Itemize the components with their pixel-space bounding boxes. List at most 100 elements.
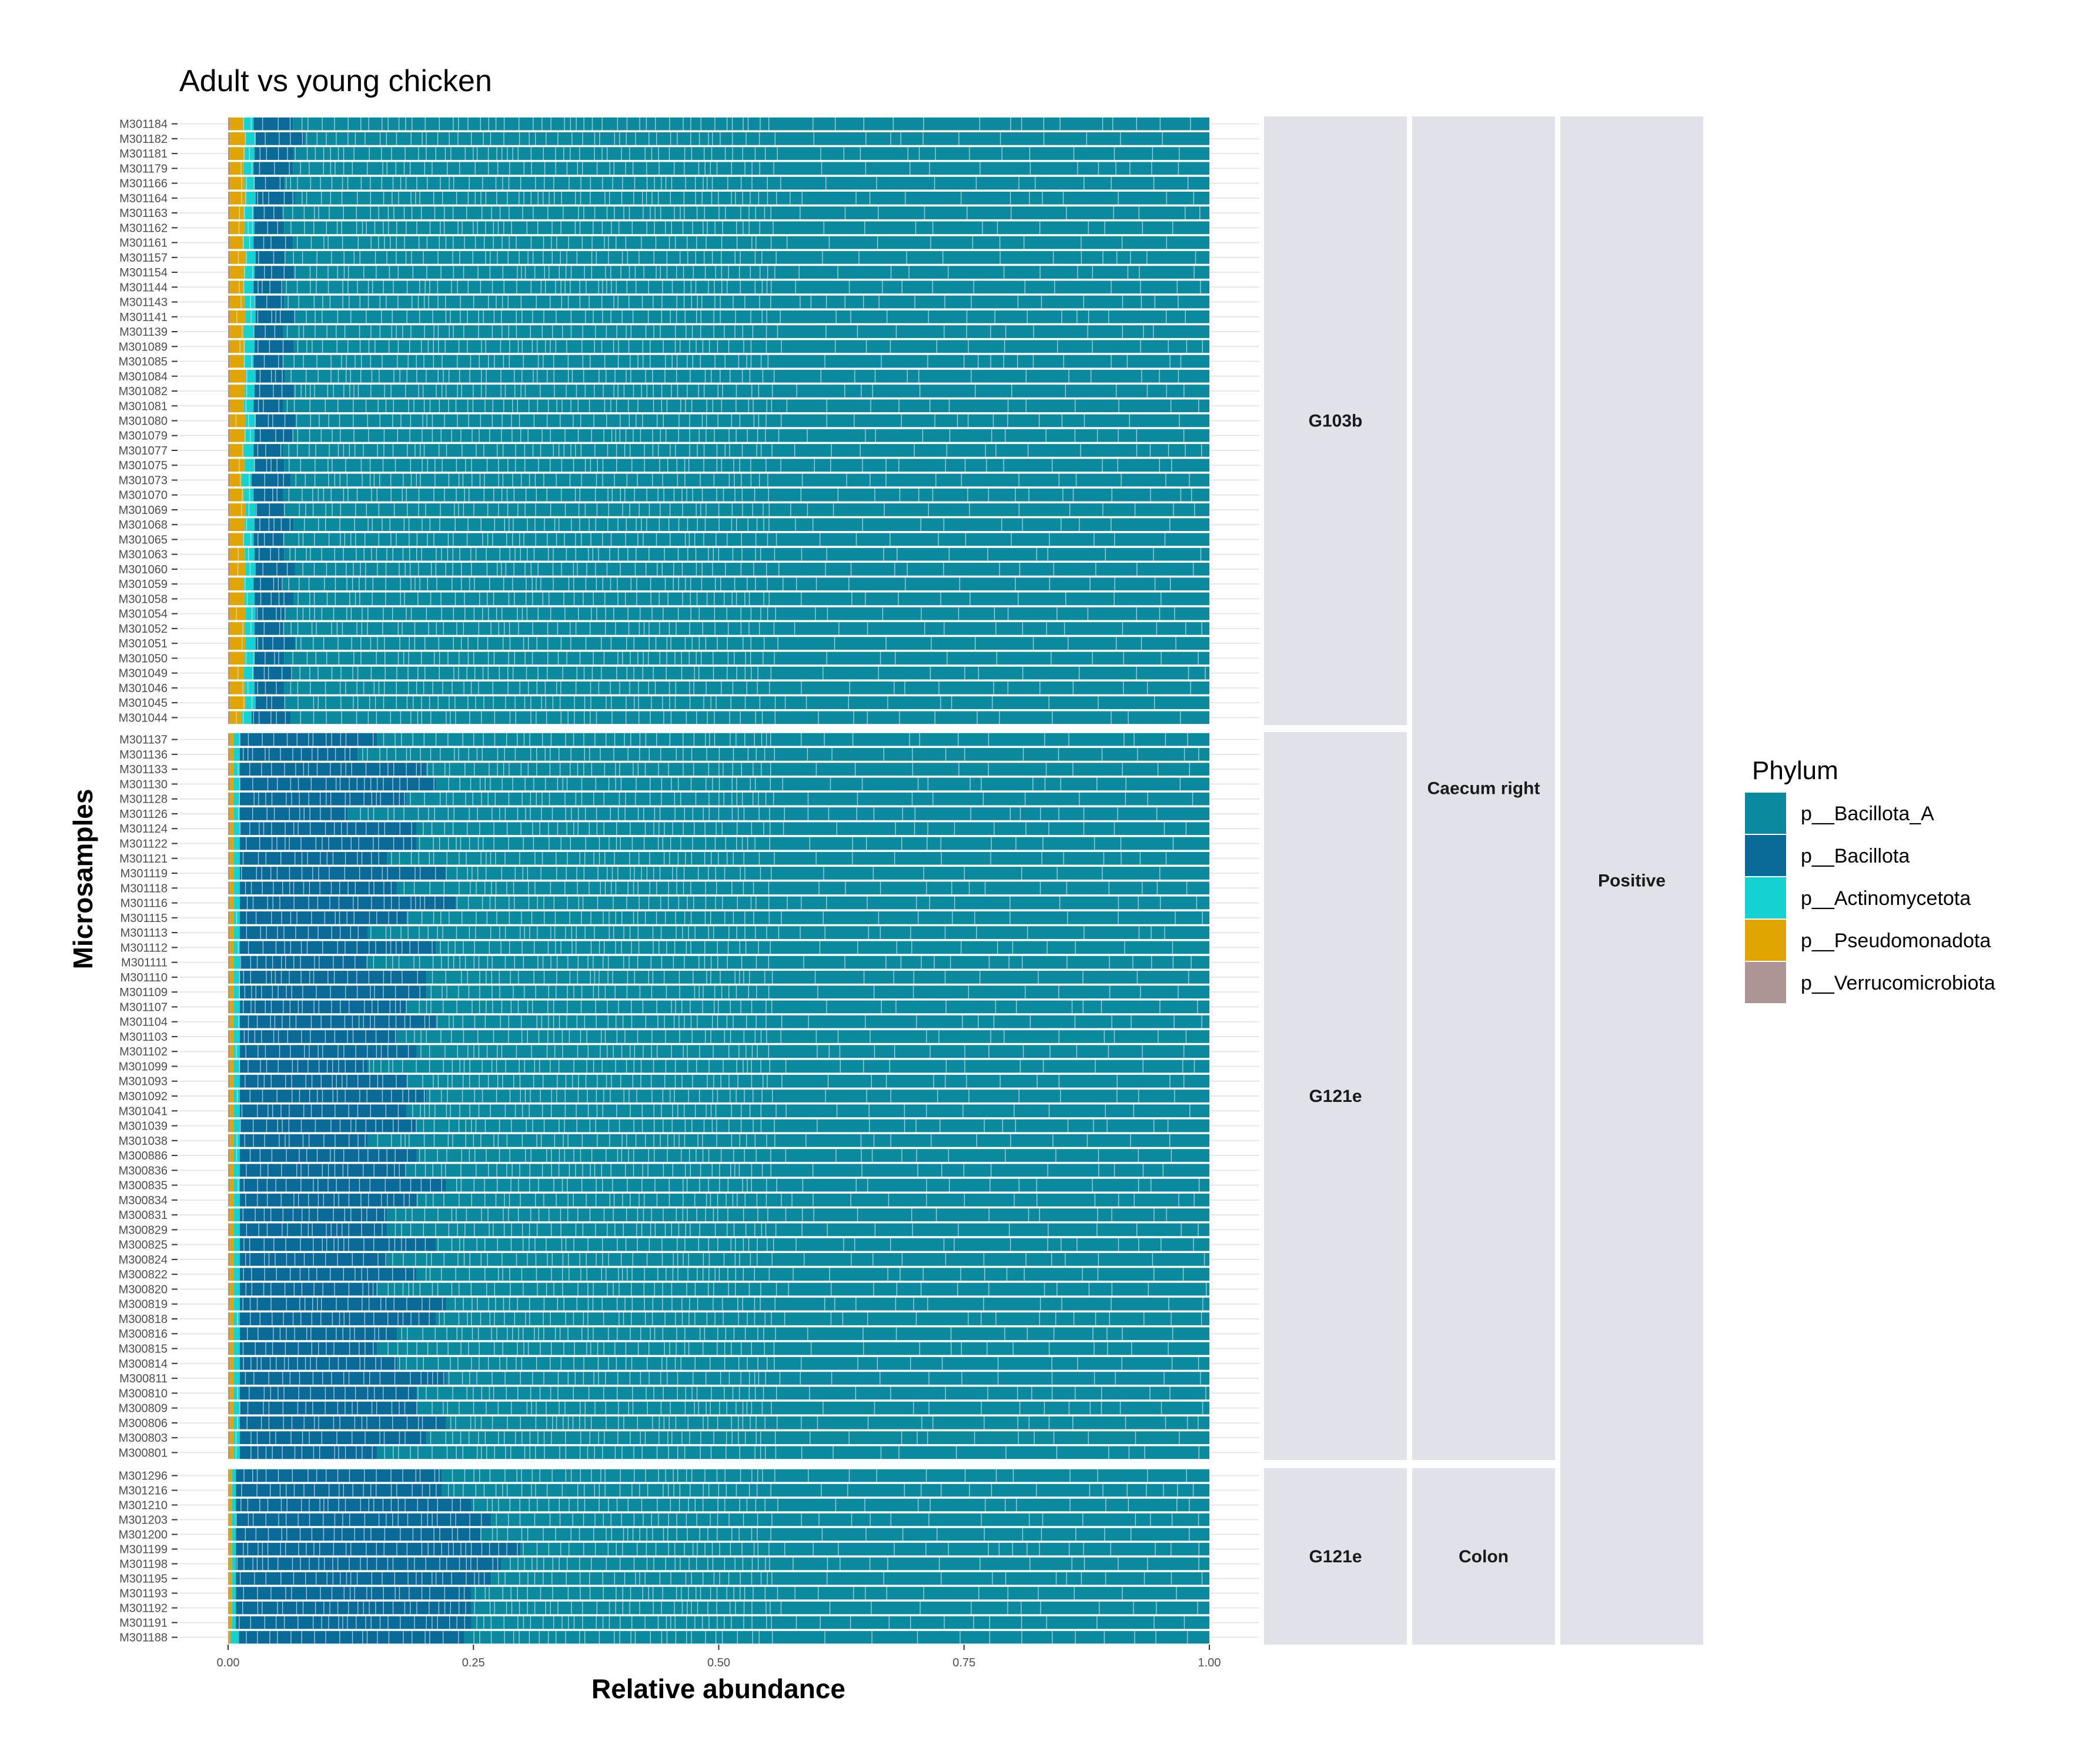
bar-segment-p__Pseudomonadota (230, 414, 246, 427)
bar-segment-p__Pseudomonadota (230, 132, 246, 145)
bar-segment-p__Verrucomicrobiota (228, 607, 230, 620)
y-tick-label: M301119 (121, 867, 168, 880)
y-tick-label: M301136 (119, 749, 168, 761)
bar-segment-p__Verrucomicrobiota (228, 748, 230, 761)
bar-M301179 (228, 162, 1209, 175)
bar-segment-p__Actinomycetota (245, 459, 255, 472)
y-tick-label: M301116 (121, 897, 168, 910)
bar-segment-p__Bacillota_A (290, 473, 1209, 487)
bar-M301099 (228, 1060, 1209, 1073)
bar-M301133 (228, 763, 1210, 776)
bar-M301115 (228, 911, 1209, 924)
bar-segment-p__Actinomycetota (245, 518, 255, 532)
bar-segment-p__Actinomycetota (246, 310, 256, 323)
bar-segment-p__Bacillota_A (283, 533, 1209, 546)
bar-segment-p__Pseudomonadota (230, 926, 235, 939)
y-tick-label: M301051 (119, 637, 168, 650)
bar-segment-p__Actinomycetota (234, 1015, 240, 1028)
bar-segment-p__Bacillota_A (367, 956, 1209, 969)
bar-segment-p__Verrucomicrobiota (228, 577, 230, 591)
bar-segment-p__Pseudomonadota (230, 503, 246, 516)
bar-segment-p__Bacillota_A (416, 1045, 1209, 1058)
bar-M301073 (228, 473, 1209, 487)
bar-M301054 (228, 607, 1209, 620)
bar-segment-p__Actinomycetota (234, 956, 240, 969)
bar-segment-p__Bacillota (252, 473, 291, 487)
bar-segment-p__Bacillota_A (295, 191, 1210, 205)
bar-M301124 (228, 822, 1209, 836)
bar-segment-p__Verrucomicrobiota (228, 681, 230, 694)
bar-segment-p__Bacillota_A (387, 851, 1210, 865)
bar-M301144 (228, 280, 1209, 294)
bar-M301154 (228, 266, 1209, 279)
bar-segment-p__Bacillota (255, 147, 294, 160)
y-tick-label: M301073 (119, 474, 168, 487)
panels-layer: M301184M301182M301181M301179M301166M3011… (119, 116, 1259, 1645)
y-tick-label: M301141 (119, 311, 168, 324)
bar-segment-p__Pseudomonadota (230, 429, 245, 442)
bar-segment-p__Actinomycetota (245, 429, 255, 442)
bar-segment-p__Actinomycetota (234, 941, 240, 954)
bar-M301128 (228, 792, 1209, 806)
bar-segment-p__Bacillota_A (295, 414, 1210, 427)
bar-segment-p__Bacillota (240, 985, 427, 999)
bar-segment-p__Verrucomicrobiota (228, 563, 230, 576)
y-tick-label: M301052 (119, 623, 168, 636)
bar-segment-p__Bacillota (240, 822, 417, 836)
bar-segment-p__Bacillota (240, 763, 427, 776)
y-tick-label: M301075 (119, 459, 168, 472)
y-tick-label: M301157 (119, 252, 168, 265)
bar-segment-p__Actinomycetota (245, 340, 255, 353)
y-tick-label: M301081 (119, 400, 168, 413)
bar-segment-p__Verrucomicrobiota (228, 176, 230, 190)
bar-segment-p__Pseudomonadota (230, 622, 245, 635)
y-tick-label: M301179 (119, 162, 168, 175)
bar-segment-p__Verrucomicrobiota (228, 295, 230, 309)
y-tick-label: M301115 (121, 912, 168, 925)
bar-M301051 (228, 637, 1210, 650)
y-tick-label: M301112 (121, 941, 168, 954)
bar-segment-p__Pseudomonadota (230, 911, 235, 924)
bar-M301077 (228, 444, 1209, 457)
bar-segment-p__Pseudomonadota (230, 221, 245, 235)
bar-segment-p__Bacillota (255, 414, 295, 427)
bar-segment-p__Verrucomicrobiota (228, 881, 230, 895)
y-tick-label: M301099 (119, 1060, 168, 1073)
bar-segment-p__Pseudomonadota (230, 763, 235, 776)
y-tick-label: M301162 (119, 222, 168, 235)
bar-segment-p__Pseudomonadota (230, 681, 245, 694)
y-tick-label: M301113 (121, 927, 168, 940)
bar-M301046 (228, 681, 1209, 694)
bar-segment-p__Verrucomicrobiota (228, 926, 230, 939)
bar-M301081 (228, 399, 1209, 413)
bar-segment-p__Verrucomicrobiota (228, 473, 230, 487)
bar-M301058 (228, 592, 1209, 606)
bar-segment-p__Verrucomicrobiota (228, 325, 230, 338)
bar-segment-p__Verrucomicrobiota (228, 1045, 230, 1058)
bar-segment-p__Bacillota (255, 622, 285, 635)
panel-2: M301137 M301136 M301133 M301130 M301128 M3011… (119, 732, 1259, 1460)
bar-M301102 (228, 1045, 1209, 1058)
bar-segment-p__Bacillota_A (293, 429, 1209, 442)
bar-segment-p__Actinomycetota (246, 637, 256, 650)
bar-segment-p__Verrucomicrobiota (228, 851, 230, 865)
bar-segment-p__Verrucomicrobiota (228, 355, 230, 368)
bar-segment-p__Bacillota_A (285, 607, 1209, 620)
y-tick-label: M301082 (119, 385, 168, 398)
bar-segment-p__Verrucomicrobiota (228, 547, 230, 561)
bar-segment-p__Bacillota (253, 577, 283, 591)
bar-M301107 (228, 1000, 1209, 1014)
bar-segment-p__Bacillota (240, 748, 358, 761)
bar-segment-p__Bacillota (253, 488, 283, 502)
bar-segment-p__Actinomycetota (234, 1045, 240, 1058)
bar-segment-p__Actinomycetota (234, 851, 240, 865)
bar-segment-p__Actinomycetota (243, 280, 254, 294)
bar-segment-p__Actinomycetota (243, 666, 254, 680)
bar-segment-p__Bacillota (255, 696, 285, 709)
bar-segment-p__Pseudomonadota (230, 696, 246, 709)
y-tick-label: M301058 (119, 593, 168, 606)
y-tick-label: M301154 (119, 266, 168, 279)
y-tick-label: M301133 (119, 763, 168, 776)
bar-segment-p__Bacillota_A (293, 266, 1209, 279)
